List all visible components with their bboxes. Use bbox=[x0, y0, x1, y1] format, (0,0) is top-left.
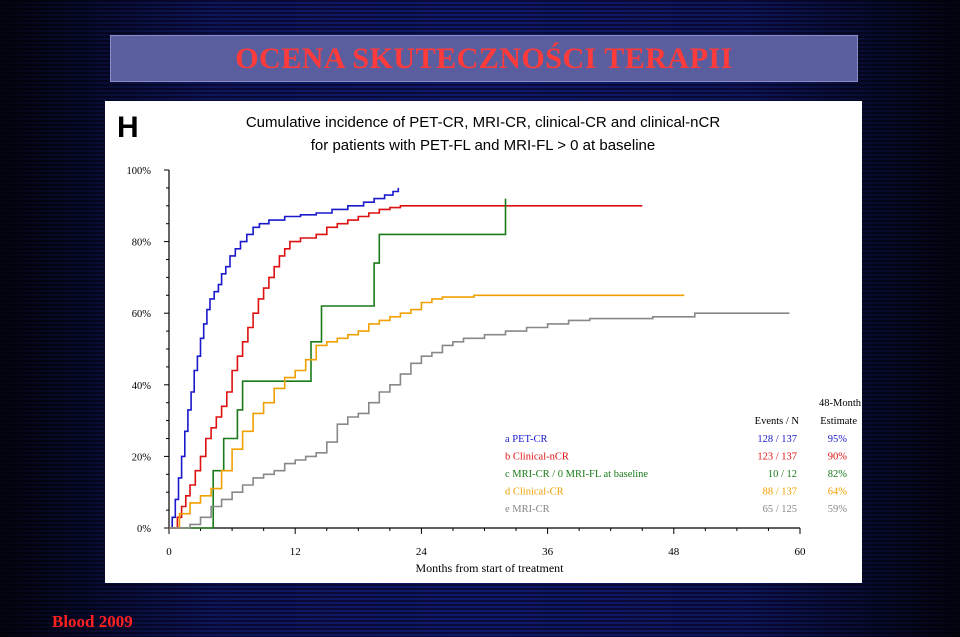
y-tick-label: 100% bbox=[127, 166, 152, 177]
source-citation: Blood 2009 bbox=[52, 612, 133, 631]
y-tick-label: 40% bbox=[132, 381, 152, 392]
legend-item-estimate: 95% bbox=[828, 434, 848, 445]
series-curve-1 bbox=[169, 205, 643, 529]
chart-panel: H Cumulative incidence of PET-CR, MRI-CR… bbox=[105, 101, 862, 583]
legend-item-estimate: 59% bbox=[828, 504, 848, 515]
legend-item-events: 88 / 137 bbox=[763, 487, 797, 498]
panel-letter: H bbox=[117, 111, 139, 144]
legend-header-estimate-1: 48-Month bbox=[819, 398, 862, 409]
legend-item-events: 128 / 137 bbox=[757, 434, 797, 445]
legend-item-name: b Clinical-nCR bbox=[505, 452, 569, 463]
x-tick-label: 60 bbox=[795, 546, 807, 558]
y-tick-label: 20% bbox=[132, 452, 152, 463]
legend-item-name: c MRI-CR / 0 MRI-FL at baseline bbox=[505, 469, 648, 480]
slide-title-box: OCENA SKUTECZNOŚCI TERAPII bbox=[110, 35, 858, 82]
legend-item-estimate: 64% bbox=[828, 487, 848, 498]
x-tick-label: 24 bbox=[416, 546, 428, 558]
series-curve-3 bbox=[169, 294, 685, 529]
chart-title: Cumulative incidence of PET-CR, MRI-CR, … bbox=[246, 114, 720, 131]
series-curve-0 bbox=[169, 187, 400, 529]
y-tick-label: 60% bbox=[132, 309, 152, 320]
x-axis-label: Months from start of treatment bbox=[416, 561, 565, 575]
legend-item-estimate: 90% bbox=[828, 452, 848, 463]
series-curve-2 bbox=[169, 198, 507, 529]
legend-header-events: Events / N bbox=[755, 416, 800, 427]
x-tick-label: 36 bbox=[542, 546, 554, 558]
x-tick-label: 48 bbox=[668, 546, 680, 558]
legend-header-estimate-2: Estimate bbox=[820, 416, 857, 427]
slide-title: OCENA SKUTECZNOŚCI TERAPII bbox=[235, 41, 733, 75]
x-tick-label: 0 bbox=[166, 546, 172, 558]
x-tick-label: 12 bbox=[290, 546, 301, 558]
series-curve-4 bbox=[169, 312, 790, 529]
chart-svg: H Cumulative incidence of PET-CR, MRI-CR… bbox=[117, 111, 862, 575]
y-tick-label: 0% bbox=[137, 524, 151, 535]
legend-item-name: d Clinical-CR bbox=[505, 487, 564, 498]
legend-item-events: 10 / 12 bbox=[768, 469, 797, 480]
chart-subtitle: for patients with PET-FL and MRI-FL > 0 … bbox=[311, 137, 655, 154]
legend-item-name: e MRI-CR bbox=[505, 504, 550, 515]
legend-item-name: a PET-CR bbox=[505, 434, 548, 445]
legend-item-events: 65 / 125 bbox=[763, 504, 797, 515]
legend-item-estimate: 82% bbox=[828, 469, 848, 480]
y-tick-label: 80% bbox=[132, 238, 152, 249]
legend-item-events: 123 / 137 bbox=[757, 452, 797, 463]
